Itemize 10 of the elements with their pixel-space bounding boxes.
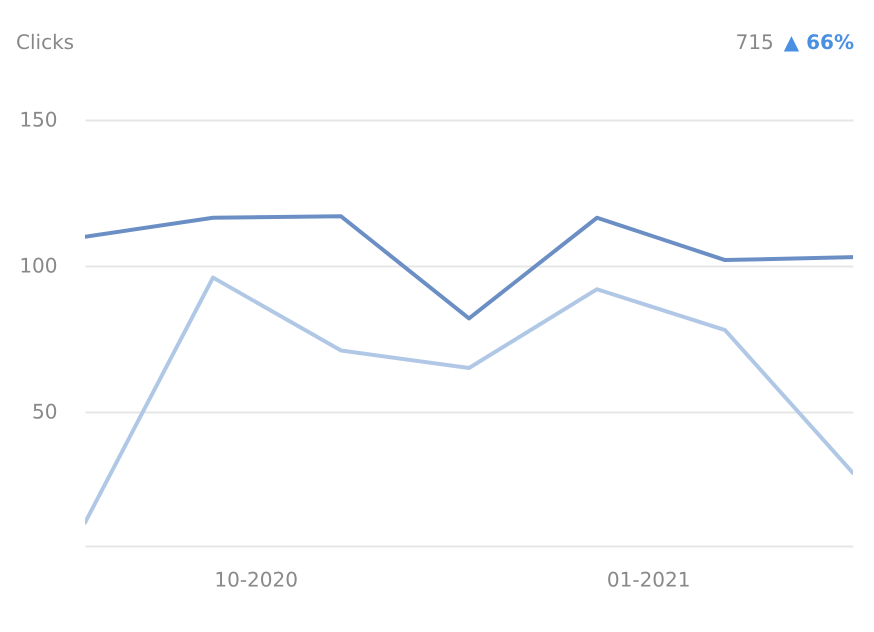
x-tick-label: 10-2020: [214, 568, 298, 592]
y-tick-label: 50: [32, 399, 58, 424]
line-series: [85, 276, 853, 525]
text: ▲ 66%: [784, 30, 854, 54]
text: 715: [736, 30, 774, 54]
chart-title: Clicks: [16, 30, 74, 54]
y-tick-label: 100: [19, 253, 58, 278]
line-series: [85, 214, 853, 320]
y-tick-label: 150: [19, 108, 58, 132]
x-tick-label: 01-2021: [606, 568, 690, 592]
